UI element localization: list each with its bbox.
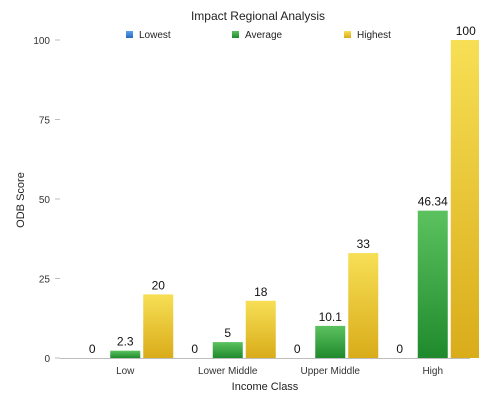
y-axis-title: ODB Score	[15, 172, 27, 228]
x-axis: Low Lower Middle Upper Middle High	[116, 366, 443, 377]
y-tick-label: 100	[33, 36, 50, 47]
bar-average	[212, 342, 243, 358]
bar-average	[315, 325, 346, 358]
data-label: 18	[254, 285, 268, 299]
data-label: 0	[191, 342, 198, 356]
legend-label-highest: Highest	[357, 30, 391, 41]
x-tick-label: Lower Middle	[198, 366, 258, 377]
bar-highest	[348, 253, 379, 358]
data-labels: 0 2.3 20 0 5 18 0 10.1 33 0 46.34 100	[89, 24, 476, 356]
data-label: 2.3	[117, 335, 134, 349]
bar-average	[417, 210, 448, 358]
x-tick-label: Low	[116, 366, 135, 377]
y-tick-label: 50	[39, 195, 51, 206]
bar-highest	[245, 300, 276, 358]
bar-highest	[450, 40, 479, 358]
x-tick-label: High	[422, 366, 443, 377]
legend-swatch-average	[232, 31, 239, 38]
data-label: 5	[224, 326, 231, 340]
legend: Lowest Average Highest	[126, 30, 391, 41]
legend-swatch-highest	[344, 31, 351, 38]
bars	[110, 40, 479, 358]
data-label: 20	[152, 278, 166, 292]
data-label: 0	[396, 342, 403, 356]
x-axis-title: Income Class	[232, 381, 299, 393]
y-tick-label: 0	[44, 354, 50, 365]
y-tick-label: 75	[39, 116, 51, 127]
x-tick-label: Upper Middle	[301, 366, 361, 377]
legend-label-average: Average	[245, 30, 283, 41]
bar-average	[110, 350, 141, 358]
data-label: 100	[456, 24, 476, 38]
legend-swatch-lowest	[126, 31, 133, 38]
legend-label-lowest: Lowest	[139, 30, 171, 41]
chart-title: Impact Regional Analysis	[191, 9, 325, 23]
y-axis: 0 25 50 75 100	[33, 36, 60, 365]
data-label: 0	[294, 342, 301, 356]
data-label: 33	[357, 237, 371, 251]
data-label: 0	[89, 342, 96, 356]
data-label: 46.34	[418, 195, 448, 209]
data-label: 10.1	[319, 310, 343, 324]
y-tick-label: 25	[39, 275, 51, 286]
bar-highest	[143, 294, 174, 358]
